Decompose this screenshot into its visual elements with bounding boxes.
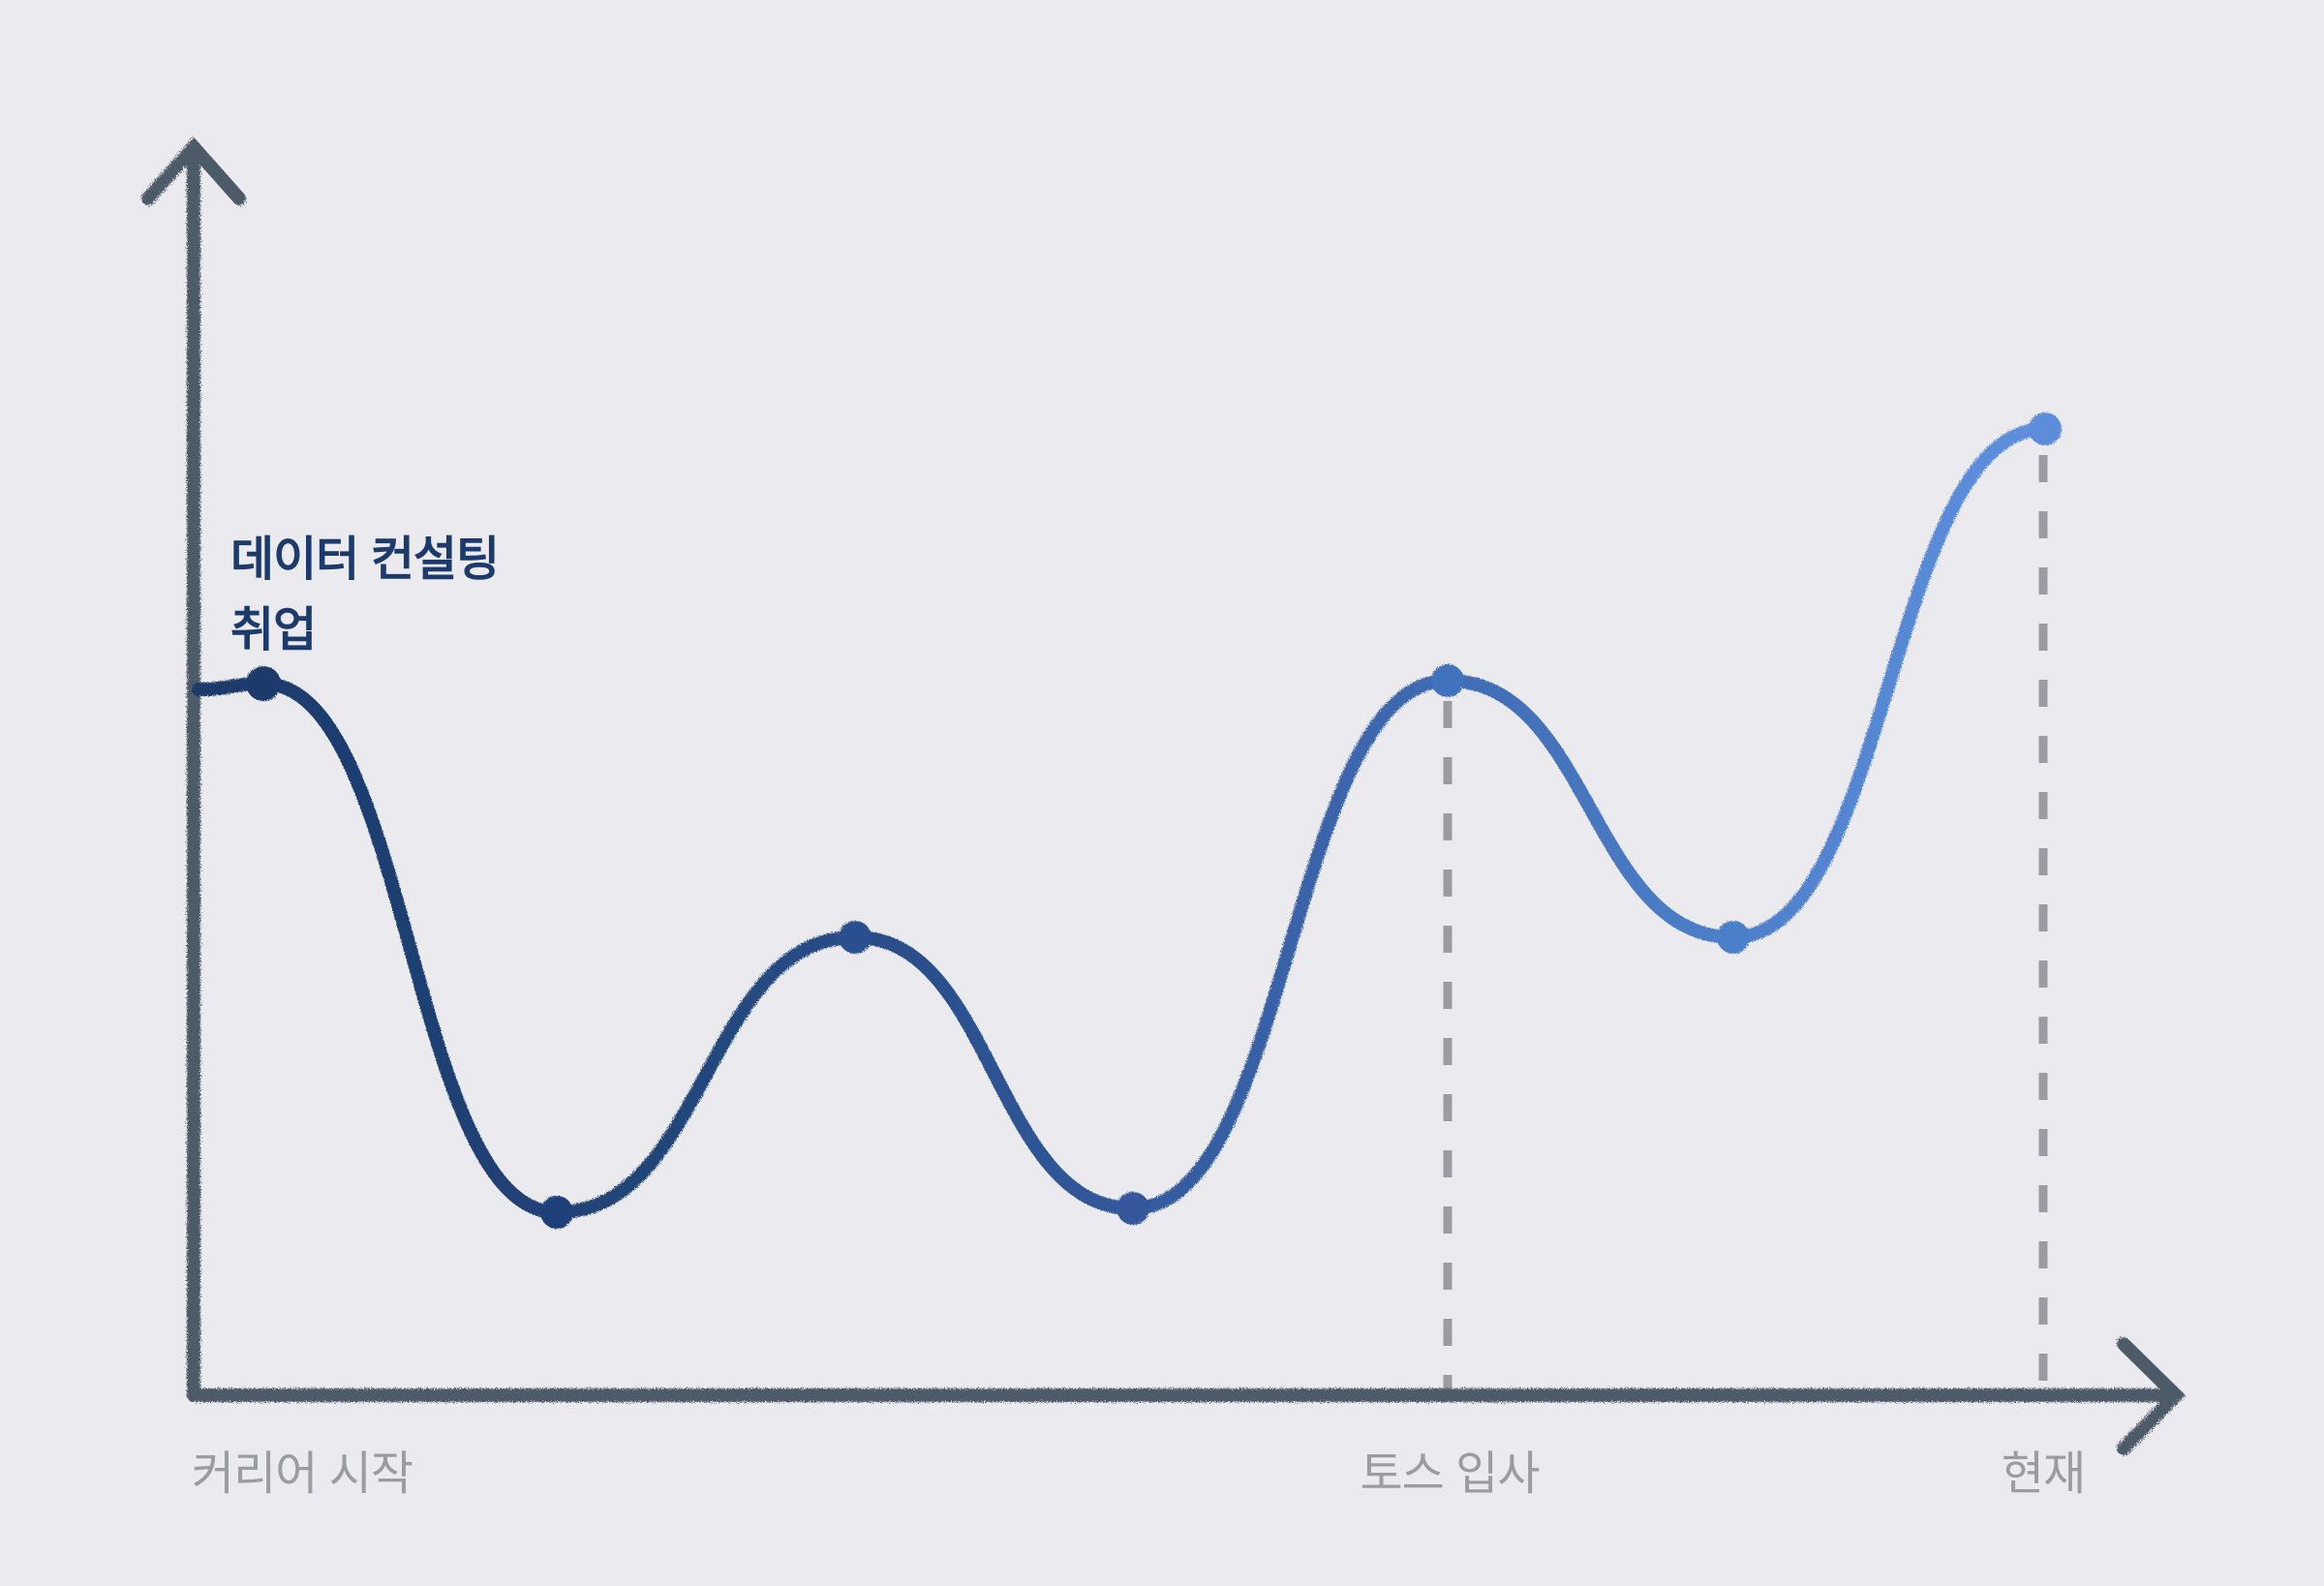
x-label-career-start: 커리어 시작 (191, 1449, 413, 1500)
x-label-toss-join: 토스 입사 (1360, 1449, 1541, 1500)
y-axis-arrowhead-icon (141, 137, 246, 205)
data-point-valley-2 (1116, 1192, 1149, 1225)
data-point-start-high (246, 666, 281, 701)
data-point-final-highest (2029, 412, 2062, 445)
dashed-guide-lines (1443, 455, 2048, 1391)
annotation-line1: 데이터 컨설팅 (230, 534, 500, 586)
data-point-valley-3 (1717, 921, 1750, 954)
annotation-line2: 취업 (230, 604, 317, 656)
data-point-peak-2 (839, 921, 872, 954)
data-points-group (246, 412, 2062, 1229)
x-axis-arrowhead-icon (2117, 1337, 2186, 1455)
data-point-valley-1 (540, 1196, 573, 1229)
x-label-present: 현재 (2001, 1449, 2086, 1500)
data-point-peak-3 (1431, 664, 1464, 697)
annotation-data-consulting: 데이터 컨설팅 취업 (230, 525, 500, 666)
